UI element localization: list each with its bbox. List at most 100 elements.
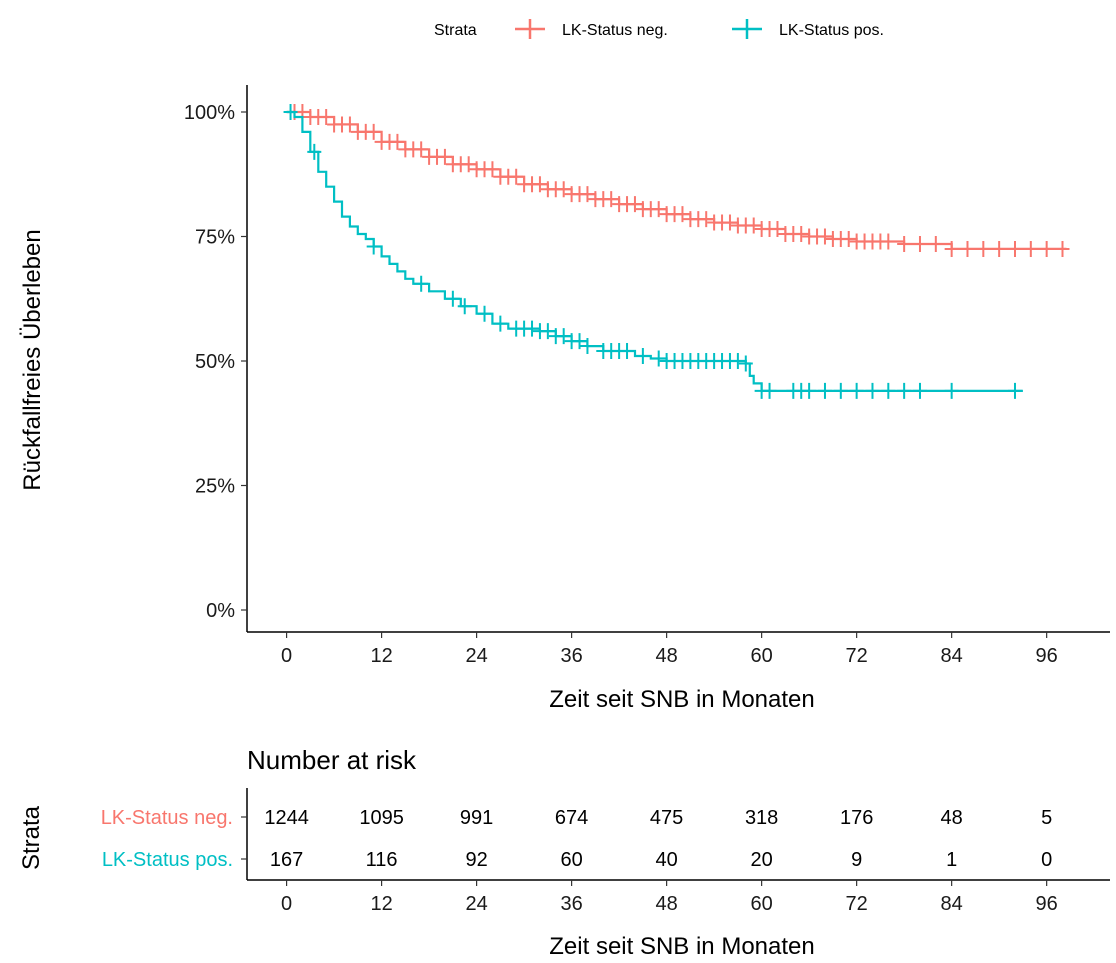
censor-mark xyxy=(651,201,666,218)
risk-row-label: LK-Status pos. xyxy=(102,849,233,871)
censor-mark xyxy=(485,161,500,178)
risk-count: 5 xyxy=(1041,807,1052,829)
censor-mark xyxy=(556,181,571,198)
main-plot-axes: 0% 25% 50% 75% 100% 0 12 24 36 48 60 72 84 96 xyxy=(184,85,1110,667)
x-tick-label: 96 xyxy=(1036,645,1058,667)
censor-mark xyxy=(992,240,1007,257)
risk-x-tick-label: 96 xyxy=(1036,893,1058,915)
legend-key-pos xyxy=(732,19,762,39)
risk-count: 475 xyxy=(650,807,683,829)
censor-mark xyxy=(865,382,880,399)
censor-mark xyxy=(390,133,405,150)
risk-count: 116 xyxy=(366,849,398,871)
legend-label-neg: LK-Status neg. xyxy=(562,22,668,39)
risk-count: 176 xyxy=(840,807,873,829)
y-tick-label: 25% xyxy=(195,476,235,498)
censor-mark xyxy=(635,348,650,365)
censor-mark xyxy=(928,235,943,252)
censor-mark xyxy=(457,298,472,315)
censor-mark xyxy=(897,235,912,252)
risk-x-tick-label: 48 xyxy=(655,893,677,915)
censor-mark xyxy=(675,206,690,223)
censor-mark xyxy=(493,315,508,332)
censor-mark xyxy=(841,230,856,247)
censor-mark xyxy=(414,141,429,158)
risk-count: 60 xyxy=(560,849,582,871)
x-tick-label: 24 xyxy=(465,645,487,667)
censor-mark xyxy=(699,211,714,228)
x-tick-label: 36 xyxy=(560,645,582,667)
censor-mark xyxy=(319,108,334,125)
censor-mark xyxy=(738,355,753,372)
censor-mark xyxy=(604,191,619,208)
risk-count: 167 xyxy=(270,849,303,871)
risk-count: 9 xyxy=(851,849,862,871)
risk-x-tick-label: 60 xyxy=(751,893,773,915)
risk-count: 1244 xyxy=(264,807,309,829)
risk-x-tick-label: 36 xyxy=(560,893,582,915)
censor-mark xyxy=(342,116,357,133)
censor-mark xyxy=(461,156,476,173)
censor-mark xyxy=(762,382,777,399)
y-tick-label: 50% xyxy=(195,351,235,373)
censor-mark xyxy=(960,240,975,257)
censor-mark xyxy=(794,226,809,243)
censor-mark xyxy=(366,238,381,255)
risk-x-tick-label: 72 xyxy=(846,893,868,915)
main-plot-curves xyxy=(283,104,1070,399)
censor-mark xyxy=(833,382,848,399)
y-tick-label: 75% xyxy=(195,227,235,249)
risk-count: 0 xyxy=(1041,849,1052,871)
y-axis-title: Rückfallfreies Überleben xyxy=(19,229,46,490)
legend-key-neg xyxy=(515,19,545,39)
censor-mark xyxy=(532,176,547,193)
censor-mark xyxy=(730,353,745,369)
risk-count: 20 xyxy=(751,849,773,871)
x-tick-label: 48 xyxy=(655,645,677,667)
censor-mark xyxy=(770,221,785,238)
legend-label-pos: LK-Status pos. xyxy=(779,22,884,39)
x-tick-label: 0 xyxy=(281,645,292,667)
risk-x-tick-label: 0 xyxy=(281,893,292,915)
risk-x-axis-title: Zeit seit SNB in Monaten xyxy=(549,933,814,960)
censor-mark xyxy=(580,186,595,203)
censor-mark xyxy=(620,343,635,360)
censor-mark xyxy=(817,382,832,399)
censor-marks-pos xyxy=(283,104,1022,399)
censor-mark xyxy=(627,196,642,213)
risk-count: 674 xyxy=(555,807,588,829)
censor-mark xyxy=(580,338,595,355)
risk-count: 40 xyxy=(655,849,677,871)
censor-mark xyxy=(881,233,896,250)
censor-mark xyxy=(944,240,959,257)
x-tick-label: 12 xyxy=(370,645,392,667)
censor-mark xyxy=(912,382,927,399)
risk-x-tick-label: 84 xyxy=(941,893,963,915)
risk-count: 318 xyxy=(745,807,778,829)
risk-row-label: LK-Status neg. xyxy=(101,807,233,829)
censor-mark xyxy=(525,320,540,337)
censor-mark xyxy=(1039,240,1054,257)
censor-mark xyxy=(1023,240,1038,257)
censor-mark xyxy=(1007,240,1022,257)
risk-strata-axis-title: Strata xyxy=(18,805,45,870)
y-tick-label: 100% xyxy=(184,102,235,124)
censor-mark xyxy=(1007,382,1022,399)
risk-x-tick-label: 12 xyxy=(370,893,392,915)
risk-count: 991 xyxy=(460,807,493,829)
censor-mark xyxy=(849,382,864,399)
censor-mark xyxy=(307,143,322,160)
censor-mark xyxy=(509,168,524,185)
risk-count: 1095 xyxy=(359,807,404,829)
legend-title: Strata xyxy=(434,22,477,39)
legend: Strata LK-Status neg. LK-Status pos. xyxy=(434,19,884,39)
risk-count: 48 xyxy=(941,807,963,829)
censor-mark xyxy=(881,382,896,399)
y-tick-label: 0% xyxy=(206,600,235,622)
censor-mark xyxy=(556,328,571,345)
censor-mark xyxy=(912,235,927,252)
x-tick-label: 60 xyxy=(751,645,773,667)
km-curve-neg xyxy=(286,110,1067,250)
censor-mark xyxy=(746,217,761,234)
